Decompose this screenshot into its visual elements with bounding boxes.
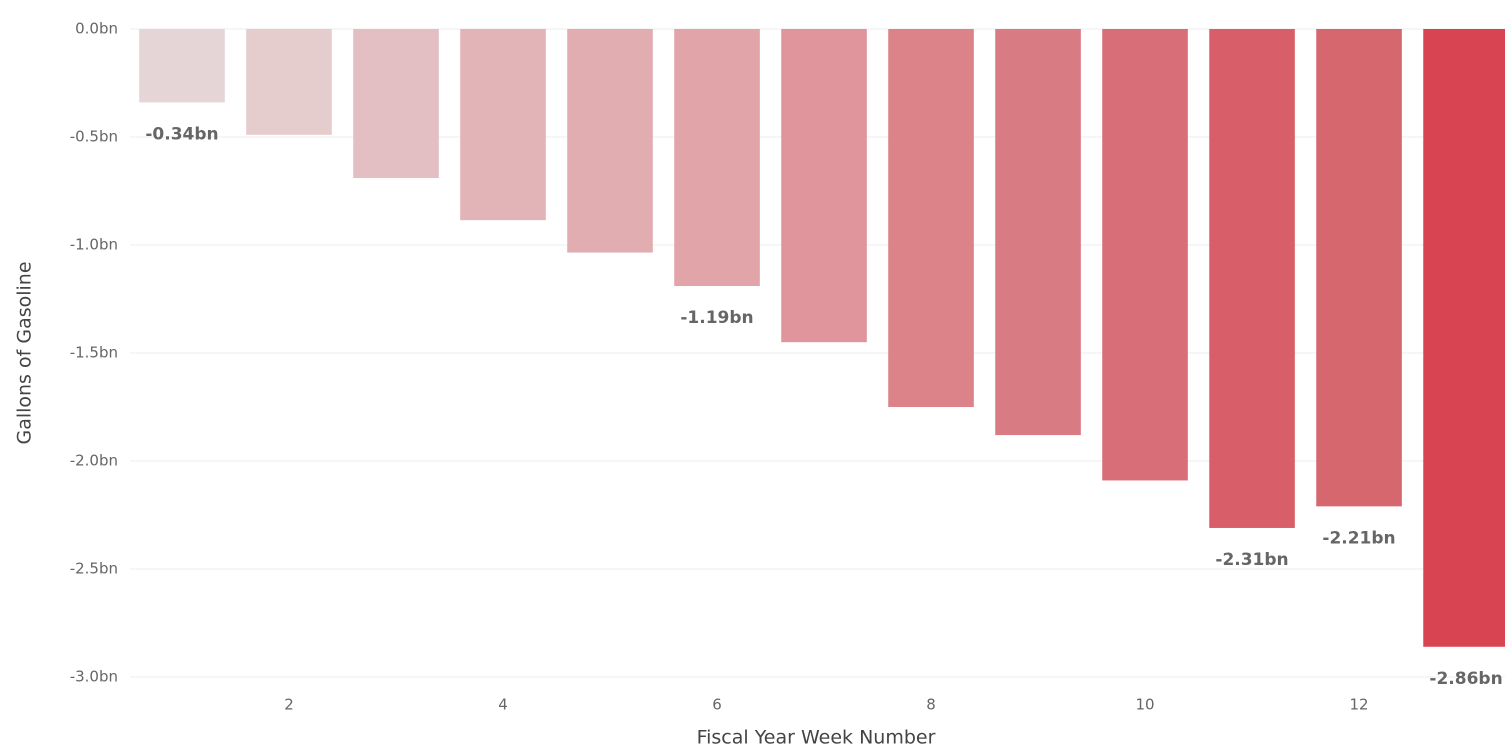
y-tick-label: -2.5bn [70,560,118,578]
x-tick-label: 2 [284,696,294,714]
y-tick-label: -2.0bn [70,452,118,470]
y-axis-label: Gallons of Gasoline [14,261,36,444]
y-tick-label: -1.5bn [70,344,118,362]
y-tick-label: -1.0bn [70,236,118,254]
bar [995,29,1081,436]
bar [1209,29,1295,528]
x-tick-label: 4 [498,696,508,714]
bar [246,29,332,135]
bar [1423,29,1505,647]
y-tick-label: -0.5bn [70,128,118,146]
value-label: -2.21bn [1322,528,1395,548]
x-tick-label: 12 [1349,696,1368,714]
y-tick-label: 0.0bn [75,20,118,38]
y-tick-label: -3.0bn [70,668,118,686]
value-label: -1.19bn [680,308,753,328]
value-label: -0.34bn [145,124,218,144]
x-tick-label: 6 [712,696,722,714]
x-axis-label: Fiscal Year Week Number [697,727,936,745]
bar [674,29,760,287]
bar [781,29,867,343]
bar [567,29,653,253]
value-label: -2.86bn [1429,669,1502,689]
bar [1316,29,1402,507]
x-tick-label: 10 [1135,696,1154,714]
bar [139,29,225,103]
bar [460,29,546,221]
bar [1102,29,1188,481]
bar [888,29,974,407]
bar [353,29,439,179]
x-tick-label: 8 [926,696,936,714]
value-label: -2.31bn [1215,550,1288,570]
